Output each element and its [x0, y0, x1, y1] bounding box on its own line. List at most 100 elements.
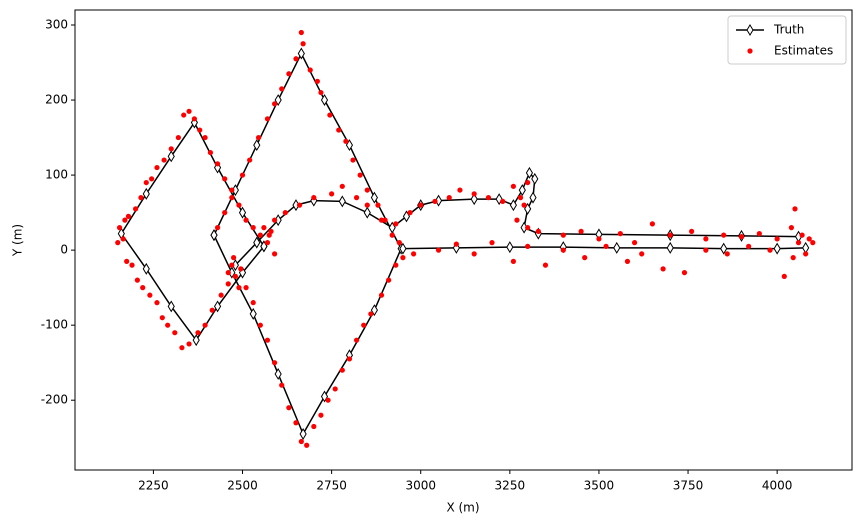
y-tick-label: -200 [41, 393, 68, 407]
estimate-point [738, 234, 745, 240]
estimate-point [667, 232, 673, 238]
estimate-point [238, 266, 244, 272]
estimate-point [232, 273, 238, 279]
estimate-point [353, 195, 360, 201]
truth-marker [249, 307, 257, 320]
estimate-point [560, 232, 566, 238]
estimate-point [243, 285, 249, 291]
estimate-point [596, 236, 602, 242]
estimate-point [560, 247, 566, 253]
estimate-point [485, 195, 492, 201]
estimate-point [489, 240, 495, 246]
estimate-point [231, 255, 237, 261]
truth-marker [299, 428, 307, 440]
truth-marker [297, 47, 305, 60]
estimate-point [122, 217, 128, 223]
estimate-point [382, 217, 388, 223]
estimate-point [236, 202, 242, 208]
truth-marker [518, 184, 526, 197]
estimate-point [378, 292, 385, 298]
estimate-point [368, 311, 374, 317]
estimate-point [229, 195, 235, 201]
estimate-point [582, 255, 588, 261]
estimate-point [222, 176, 228, 182]
y-tick-label: -100 [41, 318, 68, 332]
estimate-point [790, 255, 796, 261]
x-tick-label: 2750 [316, 479, 347, 493]
estimate-point [788, 225, 795, 231]
estimate-point [250, 225, 256, 231]
estimate-point [250, 300, 256, 306]
estimate-point [140, 285, 146, 291]
estimate-point [346, 356, 353, 362]
truth-marker [274, 367, 282, 380]
truth-marker [531, 172, 539, 185]
estimate-point [514, 217, 520, 223]
estimate-point [386, 277, 392, 283]
estimate-point [542, 262, 549, 268]
estimate-point [660, 266, 666, 272]
truth-marker [213, 300, 222, 313]
estimate-point [603, 243, 609, 249]
estimate-point [138, 195, 144, 201]
estimate-point [147, 292, 153, 298]
estimate-point [168, 146, 174, 152]
estimate-point [799, 232, 805, 238]
estimate-point [617, 231, 623, 237]
estimate-point [214, 161, 221, 167]
estimate-point [318, 412, 324, 418]
estimate-point [271, 251, 278, 257]
estimate-point [721, 232, 727, 238]
estimate-point [471, 191, 477, 197]
x-tick-label: 3750 [673, 479, 704, 493]
estimate-point [774, 236, 780, 242]
estimate-point [525, 243, 531, 249]
estimate-point [218, 292, 224, 298]
estimate-point [500, 198, 506, 204]
estimate-point [407, 210, 413, 216]
x-tick-label: 2500 [227, 479, 258, 493]
truth-marker [167, 300, 175, 313]
estimate-point [261, 225, 267, 231]
estimate-point [318, 89, 324, 96]
estimate-point [298, 438, 304, 445]
estimate-point [264, 240, 271, 246]
estimate-point [311, 423, 317, 430]
truth-marker [470, 193, 478, 206]
truth-line [120, 51, 806, 436]
x-axis-label: X (m) [446, 501, 479, 515]
estimate-point [286, 71, 292, 77]
estimate-point [197, 127, 203, 133]
estimate-point [510, 258, 516, 264]
estimate-point [247, 157, 253, 163]
estimate-point [266, 232, 272, 238]
estimate-point [803, 251, 809, 257]
estimate-point [781, 273, 787, 279]
estimate-point [271, 217, 278, 223]
estimate-point [767, 247, 773, 253]
x-tick-label: 3000 [405, 479, 436, 493]
truth-marker [338, 195, 346, 208]
truth-marker [720, 242, 728, 255]
truth-marker [260, 240, 268, 253]
estimate-point [364, 187, 370, 193]
estimate-point [239, 172, 246, 178]
estimate-point [396, 240, 402, 246]
y-tick-label: 100 [45, 168, 68, 182]
estimate-point [175, 134, 181, 141]
y-tick-label: 300 [45, 18, 68, 32]
truth-marker [238, 206, 247, 219]
estimate-point [400, 255, 406, 261]
estimate-point [286, 405, 292, 411]
y-tick-label: 0 [60, 243, 68, 257]
estimate-point [525, 179, 531, 186]
estimate-point [134, 277, 140, 283]
x-tick-label: 3250 [495, 479, 526, 493]
estimate-point [357, 172, 363, 178]
plot-area [115, 29, 816, 448]
estimate-point [325, 397, 331, 403]
estimate-point [746, 243, 752, 249]
estimate-point [578, 228, 584, 234]
estimate-point [703, 236, 709, 242]
